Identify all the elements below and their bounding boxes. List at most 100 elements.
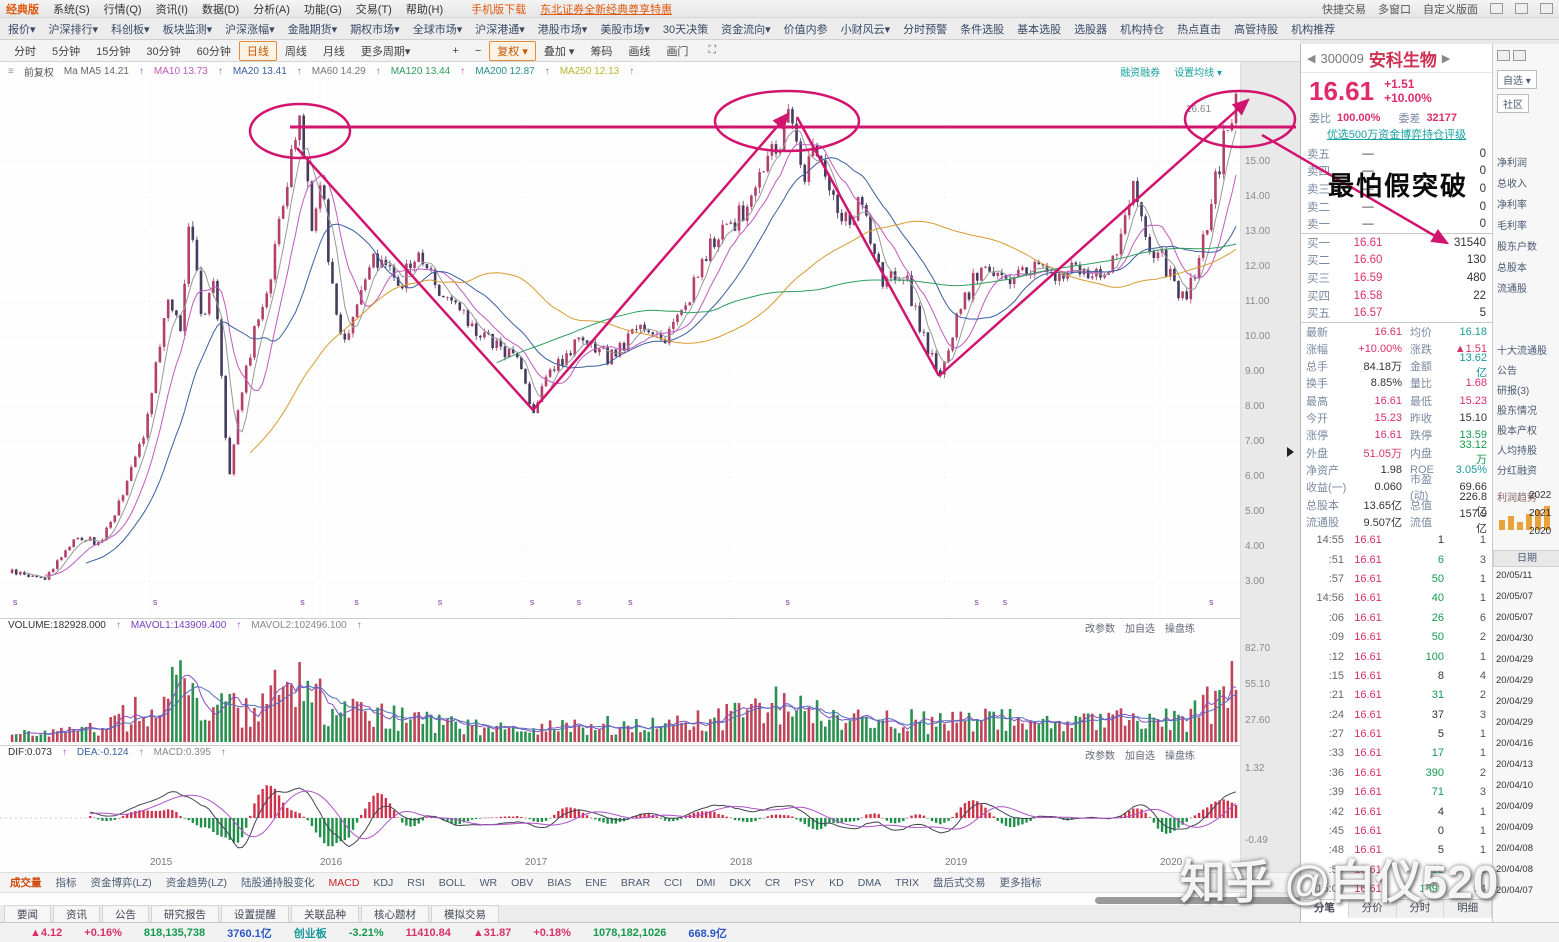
- indicator-tab[interactable]: BRAR: [620, 876, 651, 889]
- tick-row[interactable]: :15 16.61 8 4: [1301, 666, 1492, 685]
- menubar-menu[interactable]: 资讯(I): [155, 3, 188, 16]
- tick-row[interactable]: :06 16.61 26 6: [1301, 608, 1492, 627]
- tick-row[interactable]: :39 16.61 71 3: [1301, 783, 1492, 802]
- toolbar-item[interactable]: 机构推荐: [1291, 23, 1336, 36]
- date-item[interactable]: 20/04/29: [1496, 675, 1533, 686]
- menubar-menu[interactable]: 交易(T): [355, 3, 392, 16]
- sidebar-link[interactable]: 十大流通股: [1497, 346, 1547, 357]
- sidebar-link[interactable]: 股本产权: [1497, 426, 1537, 437]
- menubar-menu[interactable]: 功能(G): [303, 3, 342, 16]
- toolbar-item[interactable]: 板块监测▾: [162, 23, 213, 36]
- prev-stock-icon[interactable]: ◀: [1307, 52, 1316, 65]
- menubar-right-item[interactable]: 快捷交易: [1322, 3, 1366, 16]
- toolbar-item[interactable]: 全球市场▾: [412, 23, 463, 36]
- tick-row[interactable]: :24 16.61 37 3: [1301, 705, 1492, 724]
- layout-icons[interactable]: [1497, 50, 1526, 64]
- financial-item[interactable]: 净利率: [1497, 200, 1527, 211]
- indicator-tab[interactable]: 资金趋势(LZ): [165, 877, 227, 889]
- pane-button[interactable]: 加自选: [1125, 751, 1155, 762]
- toolbar-item[interactable]: 期权市场▾: [350, 23, 400, 36]
- tick-row[interactable]: 15:00 16.61 1892 54: [1301, 880, 1492, 899]
- indicator-tab[interactable]: RSI: [407, 876, 425, 889]
- indicator-tab[interactable]: CR: [764, 876, 781, 889]
- date-item[interactable]: 20/04/13: [1496, 759, 1533, 770]
- menubar-menu[interactable]: 行情(Q): [103, 3, 142, 16]
- toolbar-item[interactable]: 小财风云▾: [840, 23, 891, 36]
- menubar-menu[interactable]: 分析(A): [253, 3, 290, 16]
- indicator-tab[interactable]: KD: [829, 876, 844, 889]
- tick-row[interactable]: :48 16.61 5 1: [1301, 841, 1492, 860]
- tool-button[interactable]: 叠加 ▾: [543, 45, 575, 58]
- sidebar-link[interactable]: 股东情况: [1497, 406, 1537, 417]
- indicator-tab[interactable]: KDJ: [373, 876, 394, 889]
- window-control-icon[interactable]: [1540, 3, 1553, 14]
- sidebar-link[interactable]: 分红融资: [1497, 466, 1537, 477]
- kline-chart[interactable]: [0, 80, 1240, 618]
- toolbar-item[interactable]: 沪深排行▾: [48, 23, 99, 36]
- toolbar-item[interactable]: 沪深港通▾: [475, 23, 525, 36]
- tick-row[interactable]: :36 16.61 390 2: [1301, 763, 1492, 782]
- menubar-menu[interactable]: 系统(S): [53, 3, 90, 16]
- tick-row[interactable]: 14:55 16.61 1 1: [1301, 531, 1492, 550]
- tick-row[interactable]: :57 16.61 50 1: [1301, 569, 1492, 588]
- indicator-tab[interactable]: TRIX: [895, 876, 920, 889]
- bottom-tab[interactable]: 设置提醒: [221, 905, 289, 922]
- pane-button[interactable]: 改参数: [1085, 624, 1115, 635]
- period-tab[interactable]: 15分钟: [96, 45, 131, 58]
- toolbar-item[interactable]: 分时预警: [903, 23, 948, 36]
- period-tab[interactable]: 更多周期▾: [360, 45, 411, 58]
- date-item[interactable]: 20/04/09: [1496, 801, 1533, 812]
- tool-button[interactable]: 筹码: [590, 45, 613, 58]
- date-item[interactable]: 20/04/30: [1496, 633, 1533, 644]
- expand-icon[interactable]: ⛶: [708, 44, 717, 56]
- toolbar-item[interactable]: 沪深涨幅▾: [225, 23, 275, 36]
- financial-item[interactable]: 总收入: [1497, 179, 1527, 190]
- bottom-tab[interactable]: 模拟交易: [431, 905, 499, 922]
- pane-button[interactable]: 加自选: [1125, 624, 1155, 635]
- toolbar-item[interactable]: 资金流向▾: [721, 23, 771, 36]
- period-tab[interactable]: 60分钟: [196, 45, 231, 58]
- tool-button[interactable]: 复权 ▾: [489, 40, 536, 61]
- indicator-tab[interactable]: MACD: [328, 876, 360, 889]
- toolbar-item[interactable]: 科创板▾: [111, 23, 150, 36]
- indicator-tab[interactable]: BOLL: [438, 876, 466, 889]
- indicator-tab[interactable]: BIAS: [547, 876, 572, 889]
- toolbar-item[interactable]: 选股器: [1074, 23, 1108, 36]
- window-control-icon[interactable]: [1490, 3, 1503, 14]
- sidebar-link[interactable]: 研报(3): [1497, 386, 1530, 397]
- window-control-icon[interactable]: [1515, 3, 1528, 14]
- tick-tab[interactable]: 分价: [1349, 899, 1397, 918]
- menubar-right-item[interactable]: 自定义版面: [1423, 3, 1478, 16]
- sidebar-link[interactable]: 公告: [1497, 366, 1517, 377]
- sidebar-link[interactable]: 人均持股: [1497, 446, 1537, 457]
- bottom-tab[interactable]: 公告: [102, 905, 149, 922]
- indicator-tab[interactable]: 陆股通持股变化: [241, 877, 315, 889]
- date-item[interactable]: 20/04/29: [1496, 717, 1533, 728]
- date-item[interactable]: 20/04/09: [1496, 822, 1533, 833]
- sidebar-button[interactable]: 自选 ▾: [1497, 70, 1537, 89]
- period-tab[interactable]: 分时: [14, 45, 36, 58]
- chart-header-link[interactable]: 设置均线 ▾: [1174, 68, 1222, 79]
- indicator-tab[interactable]: CCI: [664, 876, 683, 889]
- next-stock-icon[interactable]: ▶: [1441, 52, 1451, 65]
- mobile-download-link[interactable]: 手机版下载: [471, 3, 527, 16]
- indicator-tab[interactable]: WR: [479, 876, 498, 889]
- toolbar-item[interactable]: 热点直击: [1177, 23, 1222, 36]
- financial-item[interactable]: 净利润: [1497, 158, 1527, 169]
- financial-item[interactable]: 流通股: [1497, 284, 1527, 295]
- year-item[interactable]: 2021: [1529, 508, 1552, 519]
- sidebar-button[interactable]: 社区: [1497, 94, 1529, 113]
- tool-button[interactable]: +: [452, 44, 459, 57]
- menubar-menu[interactable]: 数据(D): [201, 3, 240, 16]
- indicator-tab[interactable]: OBV: [511, 876, 534, 889]
- period-tab[interactable]: 周线: [284, 45, 307, 58]
- bottom-tab[interactable]: 核心题材: [361, 905, 429, 922]
- tool-button[interactable]: 画门: [666, 45, 689, 58]
- menubar-menu[interactable]: 帮助(H): [405, 3, 444, 16]
- financial-item[interactable]: 总股本: [1497, 263, 1527, 274]
- toolbar-item[interactable]: 美股市场▾: [600, 23, 650, 36]
- tick-tab[interactable]: 分笔: [1301, 899, 1349, 918]
- toolbar-item[interactable]: 高管持股: [1234, 23, 1279, 36]
- period-tab[interactable]: 日线: [238, 40, 277, 61]
- year-item[interactable]: 2020: [1529, 526, 1552, 537]
